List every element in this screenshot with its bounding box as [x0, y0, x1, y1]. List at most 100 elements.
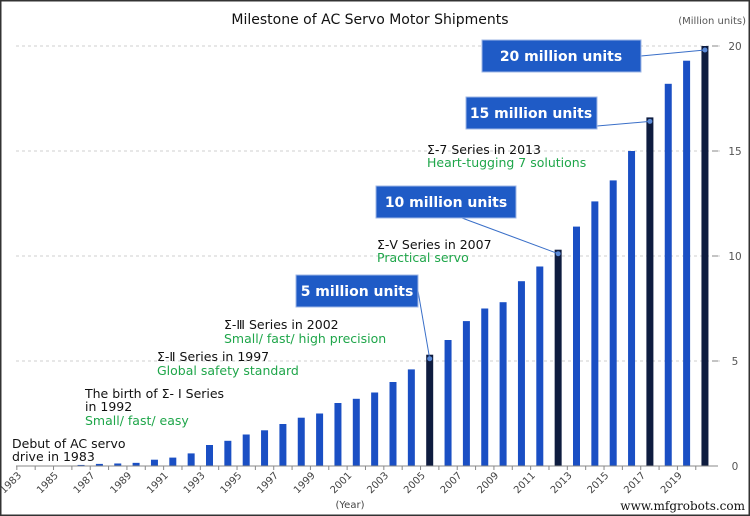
bar-2004 [407, 369, 415, 466]
milestone-callouts: 5 million units 10 million units 15 mill… [295, 39, 708, 362]
bar-2003 [389, 382, 397, 466]
bar-1992 [187, 453, 195, 466]
bar-2006 [444, 340, 452, 466]
callout-box [295, 274, 419, 308]
x-axis-label: (Year) [336, 500, 365, 511]
chart-title: Milestone of AC Servo Motor Shipments [231, 12, 508, 28]
x-tick-label: 1997 [255, 470, 281, 496]
x-tick-label: 1989 [108, 470, 134, 496]
callout-leader [596, 120, 650, 127]
callout-5-million: 5 million units [295, 274, 433, 362]
milestone-marker [427, 356, 433, 362]
callout-15-million: 15 million units [465, 96, 653, 130]
bar-2000 [334, 403, 342, 466]
x-tick-label: 2015 [586, 470, 612, 496]
callout-box [375, 185, 517, 219]
annotation-title: Debut of AC servo [12, 436, 126, 451]
y-ticks: 0 5 10 15 20 [712, 41, 742, 473]
annotation-title: Σ-Ⅴ Series in 2007 [377, 237, 492, 252]
bars [40, 46, 709, 467]
bar-2009 [499, 302, 507, 466]
bar-1998 [297, 417, 305, 466]
x-tick-label: 2009 [475, 470, 501, 496]
milestone-marker [555, 251, 561, 257]
bar-1995 [242, 434, 250, 466]
bar-2001 [352, 398, 360, 466]
y-tick-label: 0 [732, 461, 739, 473]
bar-1997 [279, 424, 287, 466]
annotation-2013: Σ-7 Series in 2013 Heart-tugging 7 solut… [427, 142, 586, 170]
callout-leader [461, 217, 559, 255]
bar-1990 [150, 459, 158, 466]
annotation-2002: Σ-Ⅲ Series in 2002 Small/ fast/ high pre… [224, 317, 386, 346]
bar-1996 [261, 430, 269, 466]
bar-2005 [426, 354, 434, 466]
bar-1999 [316, 413, 324, 466]
annotation-1992: The birth of Σ- Ⅰ Series in 1992 Small/ … [84, 386, 224, 428]
callout-box [481, 39, 642, 73]
bar-2014 [591, 201, 599, 466]
annotation-title: Σ-7 Series in 2013 [427, 142, 541, 157]
callout-label: 5 million units [301, 284, 414, 300]
milestone-marker [702, 47, 708, 53]
bar-1987 [95, 463, 103, 466]
callout-20-million: 20 million units [481, 39, 708, 73]
x-tick-label: 2019 [659, 470, 685, 496]
x-tick-label: 1993 [182, 470, 208, 496]
bar-1994 [224, 440, 232, 466]
bar-2016 [628, 151, 636, 466]
annotation-subtitle: Small/ fast/ high precision [224, 331, 386, 346]
bar-2011 [536, 266, 544, 466]
annotation-subtitle: Global safety standard [157, 363, 299, 378]
callout-leader [640, 49, 705, 57]
annotation-subtitle: Heart-tugging 7 solutions [427, 155, 586, 170]
x-tick-label: 1987 [72, 470, 98, 496]
bar-1993 [206, 445, 213, 466]
x-tick-label: 2003 [365, 470, 391, 496]
callout-leader [417, 290, 431, 359]
callout-label: 20 million units [500, 49, 622, 65]
annotation-title-line2: drive in 1983 [12, 449, 95, 464]
x-tick-label: 2005 [402, 470, 428, 496]
x-tick-label: 2013 [549, 470, 575, 496]
x-ticks: 1983 1985 1987 1989 1991 1993 1995 1997 1999 2001… [0, 466, 697, 496]
x-tick-label: 2007 [439, 470, 465, 496]
x-tick-label: 1983 [0, 470, 24, 496]
callout-label: 10 million units [385, 195, 507, 211]
annotation-1983: Debut of AC servo drive in 1983 [12, 436, 126, 464]
y-tick-label: 5 [732, 356, 739, 368]
bar-2010 [517, 281, 525, 466]
y-tick-label: 15 [728, 146, 741, 158]
annotation-1997: Σ-Ⅱ Series in 1997 Global safety standar… [157, 349, 299, 378]
watermark: www.mfgrobots.com [620, 499, 745, 513]
x-tick-label: 1999 [292, 470, 318, 496]
y-tick-label: 20 [728, 41, 741, 53]
y-axis-unit: (Million units) [678, 16, 746, 27]
bar-2019 [683, 60, 691, 466]
x-tick-label: 1985 [35, 470, 61, 496]
bar-2017 [646, 117, 654, 467]
x-tick-label: 1995 [219, 470, 245, 496]
bar-2002 [371, 392, 379, 466]
annotation-title: Σ-Ⅱ Series in 1997 [157, 349, 269, 364]
annotation-title: The birth of Σ- Ⅰ Series [84, 386, 224, 401]
bar-2007 [462, 321, 470, 466]
x-tick-label: 1991 [145, 470, 171, 496]
callout-label: 15 million units [470, 106, 592, 122]
bar-1986 [77, 464, 85, 466]
x-tick-label: 2011 [512, 470, 538, 496]
y-tick-label: 10 [728, 251, 741, 263]
watermark-bg [620, 497, 748, 514]
bar-1988 [114, 463, 122, 466]
bar-2020 [701, 46, 709, 466]
bar-1991 [169, 457, 177, 466]
annotation-subtitle: Small/ fast/ easy [85, 413, 189, 428]
bar-1989 [132, 462, 140, 466]
bar-2013 [573, 226, 580, 466]
bar-2012 [554, 249, 562, 466]
annotation-2007: Σ-Ⅴ Series in 2007 Practical servo [377, 237, 492, 265]
bar-2015 [609, 180, 617, 466]
x-tick-label: 2001 [329, 470, 355, 496]
